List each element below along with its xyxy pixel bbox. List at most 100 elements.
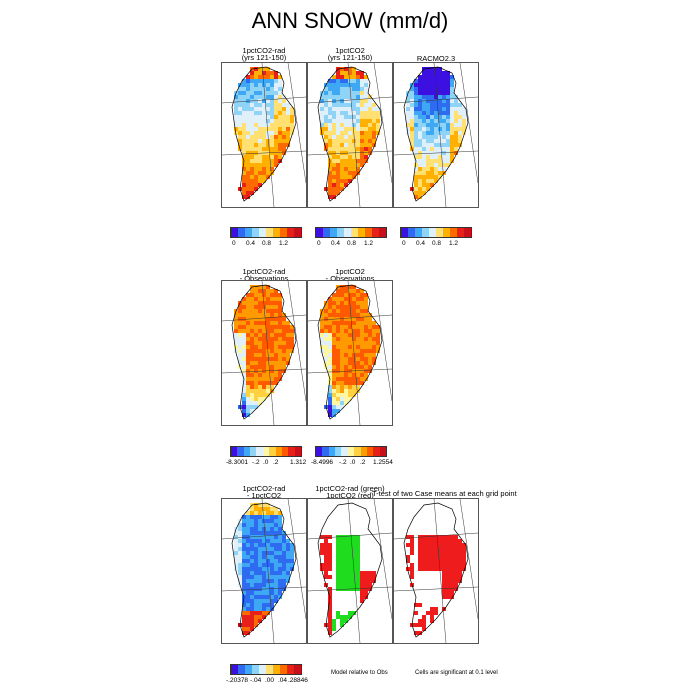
grid-cell	[418, 195, 422, 199]
grid-cell	[270, 305, 274, 309]
grid-cell	[344, 79, 348, 83]
grid-cell	[414, 131, 418, 135]
grid-cell	[368, 361, 372, 365]
grid-cell	[278, 519, 282, 523]
grid-cell	[406, 115, 410, 119]
graticule-line	[394, 96, 478, 104]
grid-cell	[266, 115, 270, 119]
grid-cell	[246, 175, 250, 179]
grid-cell	[450, 119, 454, 123]
grid-cell	[320, 345, 324, 349]
grid-cell	[320, 337, 324, 341]
grid-cell	[336, 289, 340, 293]
colorbar-swatch	[457, 228, 464, 237]
colorbar-swatch	[287, 228, 294, 237]
grid-cell	[266, 329, 270, 333]
grid-cell	[442, 135, 446, 139]
grid-cell	[274, 301, 278, 305]
colorbar-swatch	[237, 447, 244, 456]
grid-cell	[282, 531, 286, 535]
grid-cell	[274, 143, 278, 147]
colorbar-swatch	[436, 228, 443, 237]
grid-cell	[340, 571, 344, 575]
grid-cell	[262, 377, 266, 381]
grid-cell	[406, 95, 410, 99]
grid-cell	[418, 103, 422, 107]
grid-cell	[266, 159, 270, 163]
grid-cell	[348, 563, 352, 567]
grid-cell	[356, 95, 360, 99]
grid-cell	[360, 99, 364, 103]
grid-cell	[356, 353, 360, 357]
grid-cell	[246, 623, 250, 627]
grid-cell	[414, 167, 418, 171]
grid-cell	[426, 167, 430, 171]
grid-cell	[238, 135, 242, 139]
grid-cell	[446, 535, 450, 539]
grid-cell	[356, 297, 360, 301]
grid-cell	[290, 107, 294, 111]
grid-cell	[250, 159, 254, 163]
map-panel-r1c1	[221, 62, 307, 208]
grid-cell	[442, 559, 446, 563]
grid-cell	[434, 559, 438, 563]
grid-cell	[250, 75, 254, 79]
grid-cell	[250, 167, 254, 171]
grid-cell	[418, 563, 422, 567]
grid-cell	[274, 543, 278, 547]
colorbar-swatch	[316, 447, 323, 456]
grid-cell	[418, 631, 422, 635]
grid-cell	[356, 563, 360, 567]
grid-cell	[282, 563, 286, 567]
grid-cell	[446, 111, 450, 115]
graticule-line	[287, 281, 306, 402]
grid-cell	[246, 631, 250, 635]
grid-cell	[336, 293, 340, 297]
grid-cell	[442, 163, 446, 167]
grid-cell	[454, 99, 458, 103]
grid-cell	[344, 115, 348, 119]
grid-cell	[368, 321, 372, 325]
grid-cell	[266, 599, 270, 603]
grid-cell	[274, 79, 278, 83]
grid-cell	[454, 115, 458, 119]
colorbar-swatch	[288, 447, 295, 456]
grid-cell	[336, 131, 340, 135]
grid-cell	[246, 401, 250, 405]
map-r1c3	[394, 63, 478, 207]
graticule-line	[433, 63, 447, 207]
grid-cell	[270, 369, 274, 373]
grid-cell	[246, 405, 250, 409]
grid-cell	[336, 377, 340, 381]
grid-cell	[446, 571, 450, 575]
grid-cell	[364, 353, 368, 357]
grid-cell	[238, 337, 242, 341]
grid-cell	[348, 163, 352, 167]
grid-cell	[340, 87, 344, 91]
grid-cell	[250, 297, 254, 301]
grid-cell	[328, 547, 332, 551]
grid-cell	[254, 393, 258, 397]
grid-cell	[266, 163, 270, 167]
grid-cell	[324, 309, 328, 313]
grid-cell	[364, 309, 368, 313]
grid-cell	[286, 139, 290, 143]
grid-cell	[410, 99, 414, 103]
grid-cell	[242, 321, 246, 325]
grid-cell	[410, 91, 414, 95]
grid-cell	[238, 131, 242, 135]
grid-cell	[262, 91, 266, 95]
grid-cell	[254, 293, 258, 297]
grid-cell	[270, 353, 274, 357]
tick-label: 0.4	[416, 240, 426, 247]
grid-cell	[336, 543, 340, 547]
grid-cell	[332, 413, 336, 417]
grid-cell	[254, 75, 258, 79]
grid-cell	[282, 325, 286, 329]
grid-cell	[234, 563, 238, 567]
grid-cell	[418, 91, 422, 95]
grid-cell	[242, 95, 246, 99]
grid-cell	[262, 143, 266, 147]
grid-cell	[426, 71, 430, 75]
grid-cell	[372, 131, 376, 135]
